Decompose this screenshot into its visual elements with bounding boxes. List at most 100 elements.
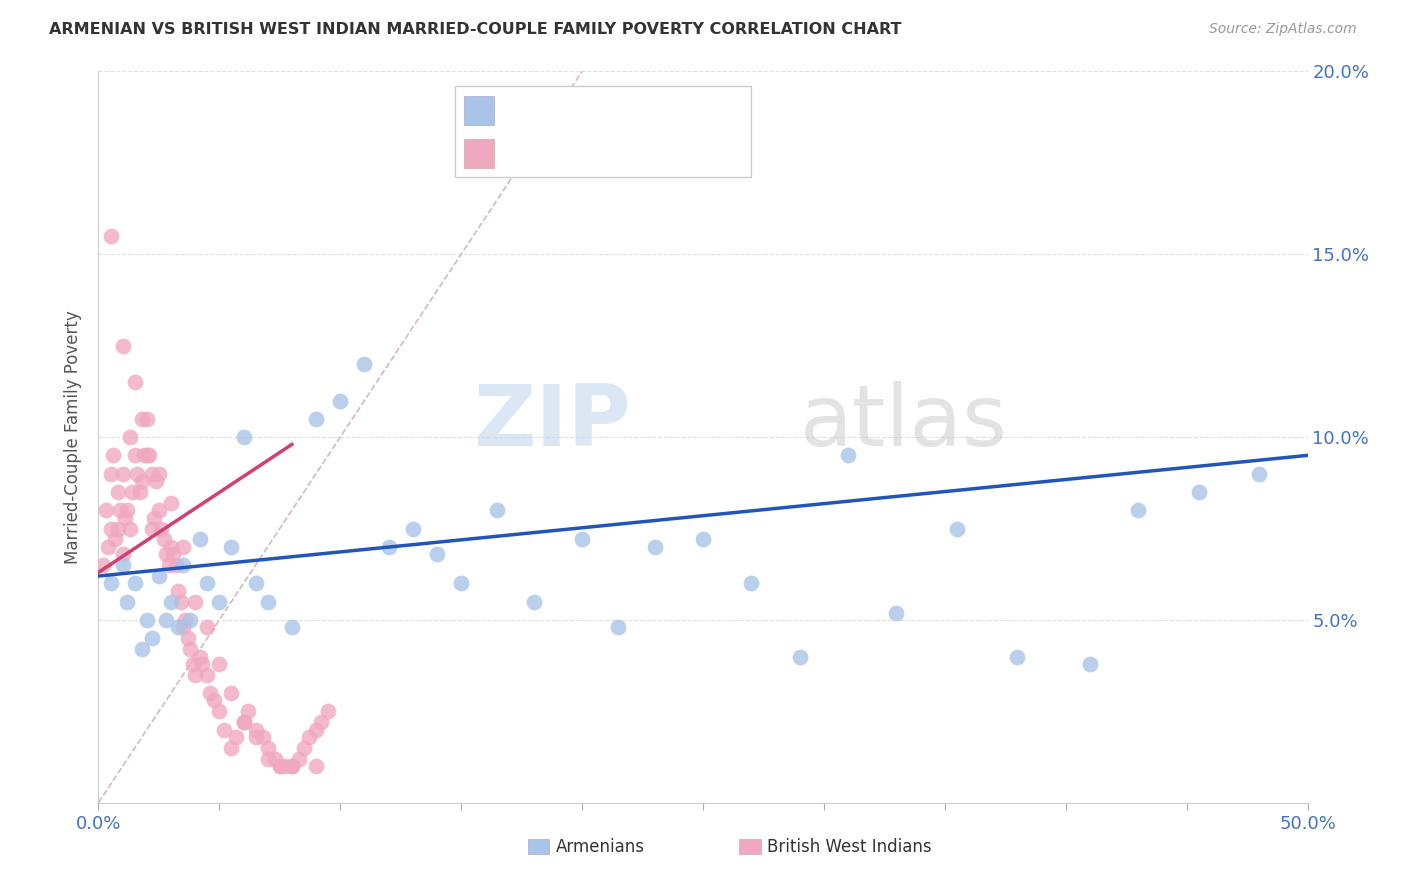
Point bbox=[172, 620, 194, 634]
Point bbox=[181, 657, 204, 671]
Point bbox=[121, 485, 143, 500]
Point bbox=[281, 620, 304, 634]
Point bbox=[177, 632, 200, 646]
Point bbox=[118, 430, 141, 444]
Point bbox=[155, 547, 177, 561]
Point bbox=[886, 606, 908, 620]
Point bbox=[111, 467, 134, 481]
Point bbox=[111, 558, 134, 573]
Point bbox=[100, 467, 122, 481]
Point bbox=[107, 485, 129, 500]
Point bbox=[232, 715, 254, 730]
Point bbox=[292, 740, 315, 755]
Point bbox=[245, 576, 267, 591]
Point bbox=[167, 620, 190, 634]
Point bbox=[204, 693, 226, 707]
Point bbox=[160, 496, 183, 510]
Point bbox=[108, 503, 131, 517]
Point bbox=[174, 613, 197, 627]
Point bbox=[169, 594, 191, 608]
Point bbox=[127, 467, 149, 481]
Point bbox=[118, 521, 141, 535]
Point bbox=[128, 485, 150, 500]
Point bbox=[124, 375, 146, 389]
Point bbox=[141, 467, 163, 481]
Point bbox=[131, 642, 153, 657]
Point bbox=[377, 540, 399, 554]
Point bbox=[523, 594, 546, 608]
Point bbox=[150, 521, 173, 535]
Point bbox=[141, 632, 163, 646]
Point bbox=[97, 540, 120, 554]
Point bbox=[1078, 657, 1101, 671]
Point bbox=[188, 533, 211, 547]
Point bbox=[252, 730, 274, 744]
Point bbox=[138, 448, 160, 462]
Point bbox=[131, 474, 153, 488]
Point bbox=[298, 730, 321, 744]
Point bbox=[191, 657, 214, 671]
Point bbox=[212, 723, 235, 737]
Point bbox=[143, 510, 166, 524]
Bar bbox=[527, 839, 550, 854]
Point bbox=[571, 533, 593, 547]
Point bbox=[329, 393, 352, 408]
Point bbox=[117, 503, 139, 517]
Text: Armenians: Armenians bbox=[555, 838, 644, 855]
Point bbox=[1007, 649, 1029, 664]
Point bbox=[134, 448, 156, 462]
Point bbox=[402, 521, 425, 535]
Point bbox=[160, 540, 183, 554]
Point bbox=[740, 576, 762, 591]
Point bbox=[100, 576, 122, 591]
Bar bbox=[740, 839, 761, 854]
Text: atlas: atlas bbox=[800, 381, 1008, 464]
Point bbox=[946, 521, 969, 535]
Point bbox=[256, 594, 278, 608]
Point bbox=[221, 740, 243, 755]
Point bbox=[111, 338, 134, 352]
Point bbox=[692, 533, 714, 547]
Point bbox=[208, 594, 231, 608]
Point bbox=[195, 620, 218, 634]
Point bbox=[450, 576, 472, 591]
Text: ARMENIAN VS BRITISH WEST INDIAN MARRIED-COUPLE FAMILY POVERTY CORRELATION CHART: ARMENIAN VS BRITISH WEST INDIAN MARRIED-… bbox=[49, 22, 901, 37]
Point bbox=[288, 752, 311, 766]
Point bbox=[221, 686, 243, 700]
Point bbox=[281, 759, 304, 773]
Point bbox=[101, 448, 124, 462]
Point bbox=[221, 540, 243, 554]
Point bbox=[232, 430, 254, 444]
Point bbox=[245, 723, 267, 737]
Point bbox=[1249, 467, 1271, 481]
Point bbox=[225, 730, 247, 744]
Point bbox=[232, 715, 254, 730]
Point bbox=[273, 759, 295, 773]
Point bbox=[155, 613, 177, 627]
Point bbox=[152, 533, 174, 547]
Point bbox=[100, 229, 122, 244]
Point bbox=[256, 752, 278, 766]
Point bbox=[486, 503, 509, 517]
Point bbox=[208, 657, 231, 671]
Point bbox=[305, 723, 328, 737]
Text: British West Indians: British West Indians bbox=[768, 838, 932, 855]
Point bbox=[111, 547, 134, 561]
Point bbox=[145, 474, 167, 488]
Point bbox=[148, 569, 170, 583]
Point bbox=[238, 705, 260, 719]
Point bbox=[837, 448, 859, 462]
Point bbox=[607, 620, 630, 634]
Point bbox=[305, 412, 328, 426]
Point bbox=[179, 613, 201, 627]
Point bbox=[264, 752, 287, 766]
Point bbox=[124, 576, 146, 591]
Point bbox=[172, 558, 194, 573]
Point bbox=[353, 357, 375, 371]
Y-axis label: Married-Couple Family Poverty: Married-Couple Family Poverty bbox=[65, 310, 83, 564]
Point bbox=[148, 467, 170, 481]
Point bbox=[1128, 503, 1150, 517]
Point bbox=[1188, 485, 1211, 500]
Point bbox=[789, 649, 811, 664]
Point bbox=[195, 576, 218, 591]
